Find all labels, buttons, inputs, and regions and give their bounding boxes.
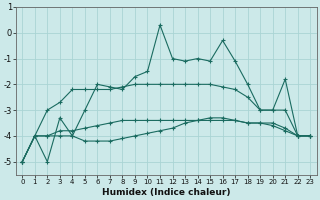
X-axis label: Humidex (Indice chaleur): Humidex (Indice chaleur) [102,188,230,197]
